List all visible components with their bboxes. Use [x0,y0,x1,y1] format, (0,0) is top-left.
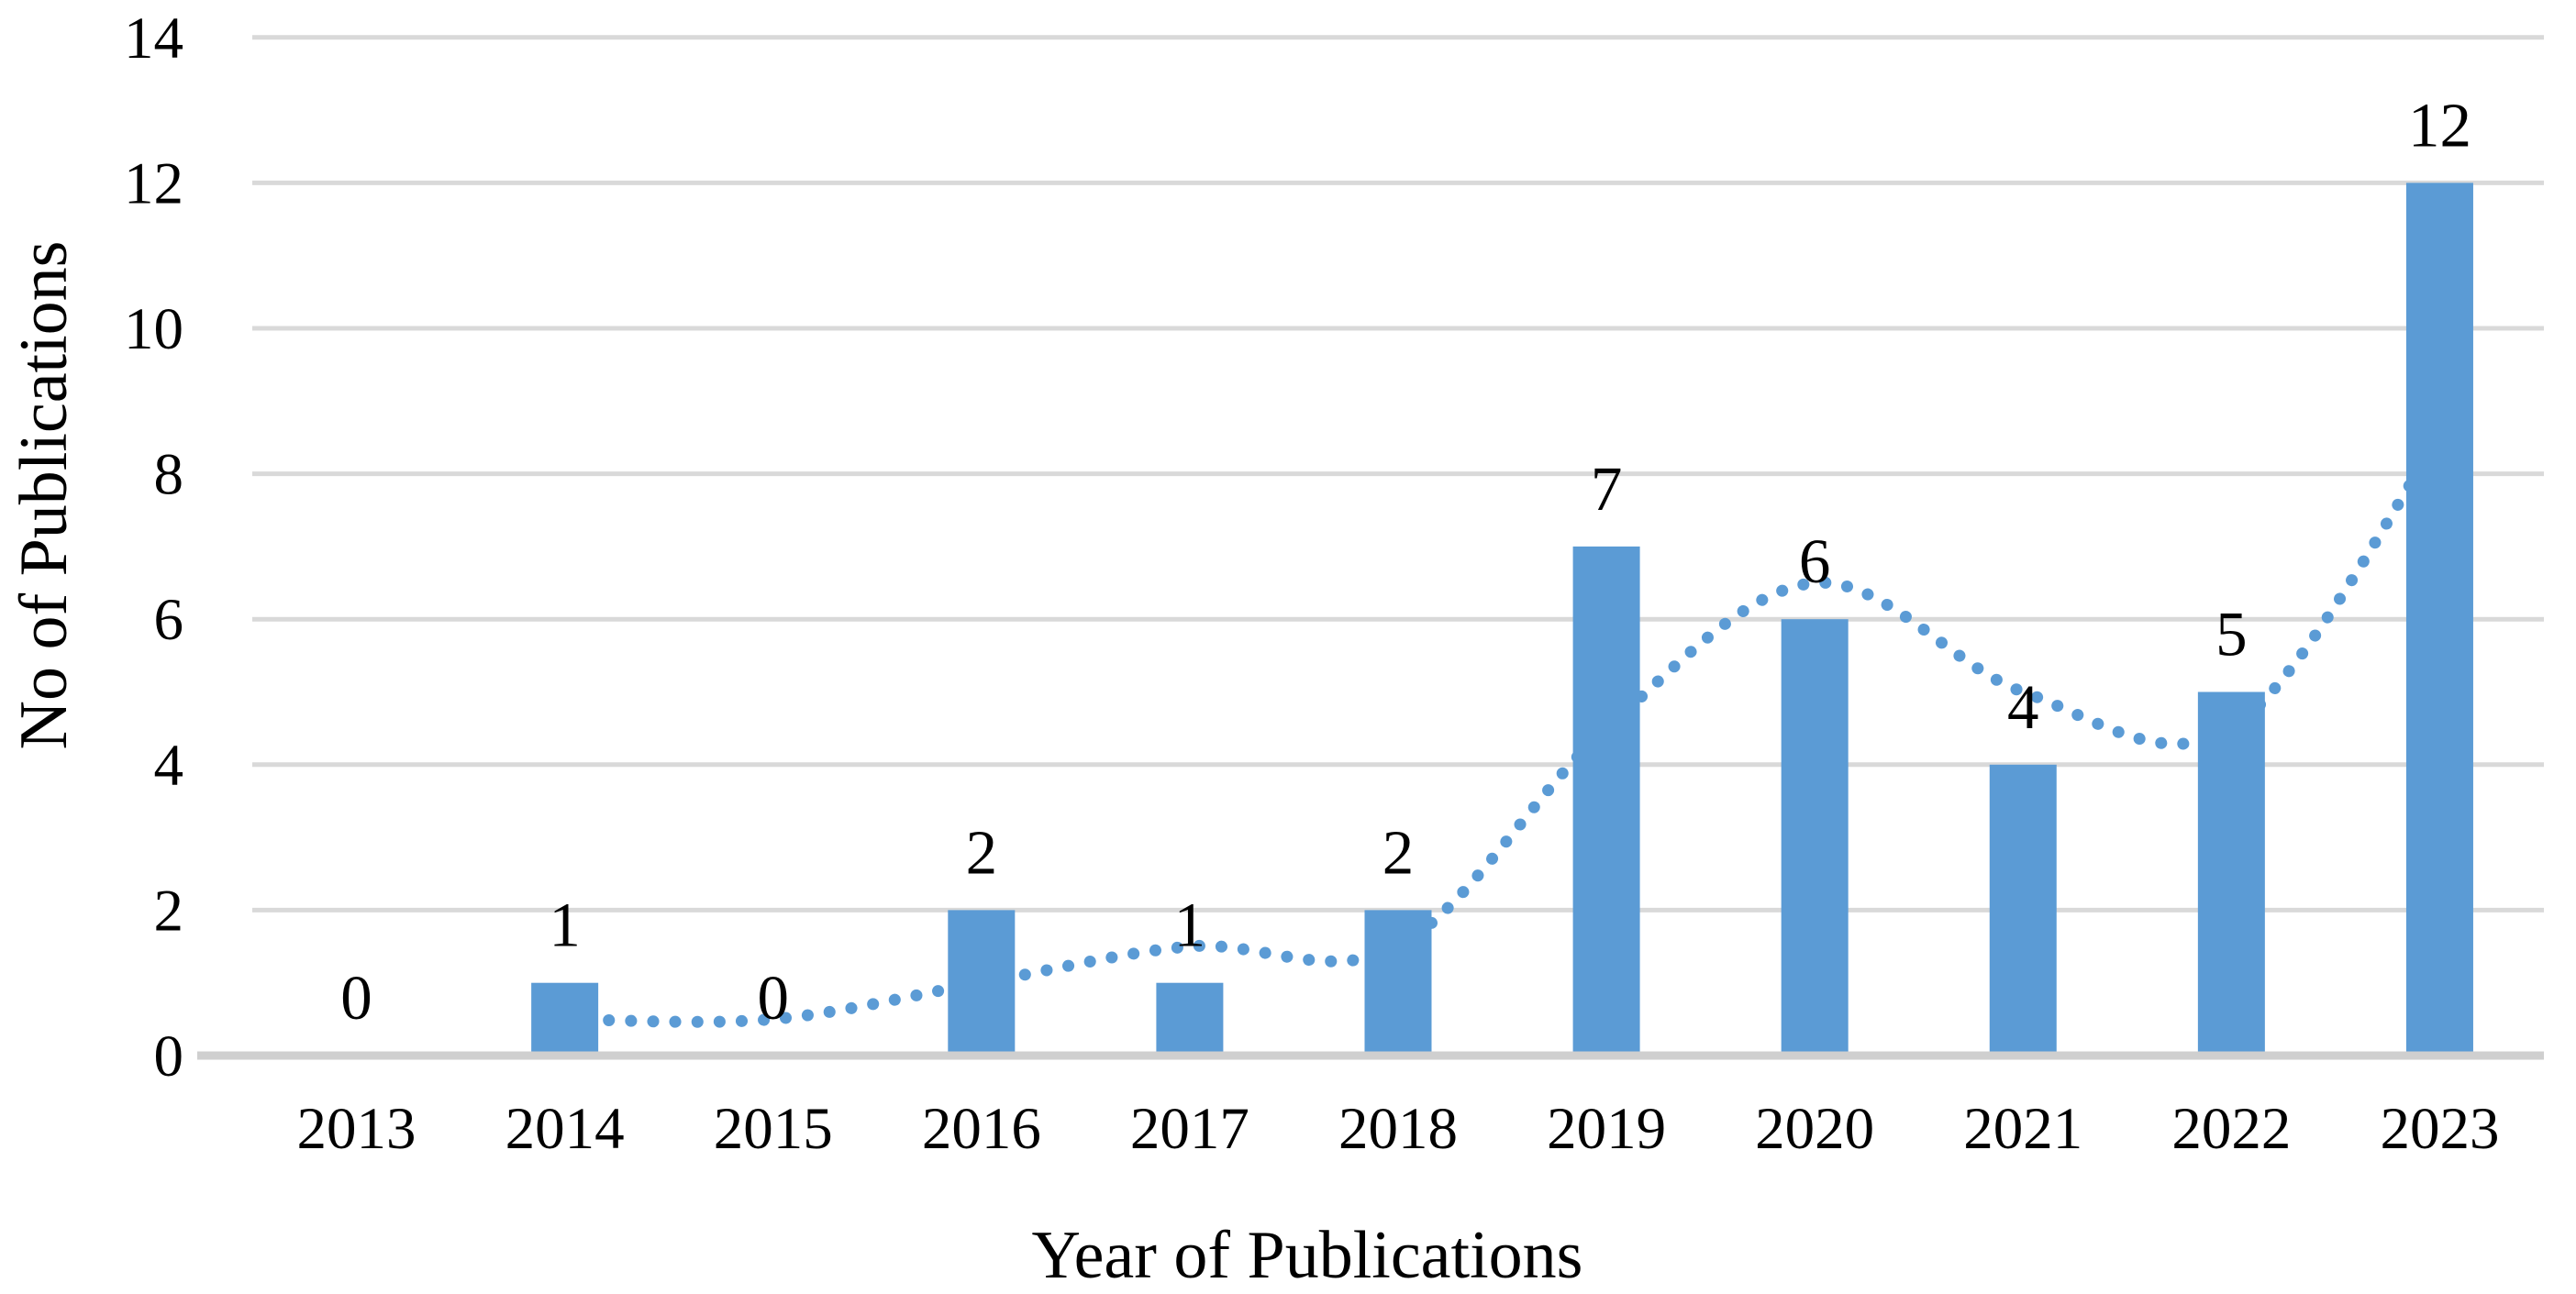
bar-2017 [1156,982,1224,1056]
y-tick-14: 14 [124,6,183,72]
x-tick-2019: 2019 [1547,1096,1666,1162]
x-axis-title: Year of Publications [1032,1218,1583,1293]
bar-label-2016: 2 [966,817,998,887]
labels-layer: 0 2 4 6 8 10 12 14 0 2013 1 2014 0 2015 2 2016 1 2017 2 201… [124,6,2499,1162]
bar-label-2015: 0 [757,963,789,1033]
bar-label-2017: 1 [1174,890,1206,960]
bar-2021 [1989,764,2057,1056]
y-tick-8: 8 [154,442,184,508]
bar-label-2013: 0 [340,963,372,1033]
moving-average-trendline [559,431,2446,1028]
bar-2020 [1781,619,1849,1056]
bar-2023 [2405,182,2473,1056]
bar-label-2023: 12 [2408,90,2471,160]
x-tick-2022: 2022 [2171,1096,2291,1162]
bar-2022 [2197,691,2265,1056]
x-tick-2023: 2023 [2380,1096,2499,1162]
x-tick-2020: 2020 [1755,1096,1874,1162]
bar-label-2018: 2 [1382,817,1415,887]
x-tick-2017: 2017 [1130,1096,1249,1162]
x-tick-2018: 2018 [1338,1096,1458,1162]
x-tick-2015: 2015 [714,1096,833,1162]
bar-label-2020: 6 [1799,526,1831,596]
x-tick-2013: 2013 [297,1096,416,1162]
bar-2019 [1572,546,1640,1056]
trendline-layer [559,431,2446,1028]
y-tick-0: 0 [154,1023,184,1089]
y-axis-title: No of Publications [6,241,82,750]
bar-2018 [1364,910,1432,1056]
y-tick-4: 4 [154,733,184,799]
gridlines-layer [252,35,2544,912]
x-tick-2021: 2021 [1963,1096,2082,1162]
x-tick-2016: 2016 [922,1096,1041,1162]
bar-2016 [948,910,1016,1056]
y-tick-10: 10 [124,296,183,362]
bar-label-2014: 1 [549,890,581,960]
y-tick-6: 6 [154,587,184,653]
bar-label-2019: 7 [1591,454,1623,524]
bars-layer [531,182,2473,1056]
x-tick-2014: 2014 [505,1096,625,1162]
y-tick-12: 12 [124,150,183,216]
y-tick-2: 2 [154,878,184,944]
bar-label-2022: 5 [2215,600,2248,669]
bar-2014 [531,982,599,1056]
bar-label-2021: 4 [2007,672,2039,742]
